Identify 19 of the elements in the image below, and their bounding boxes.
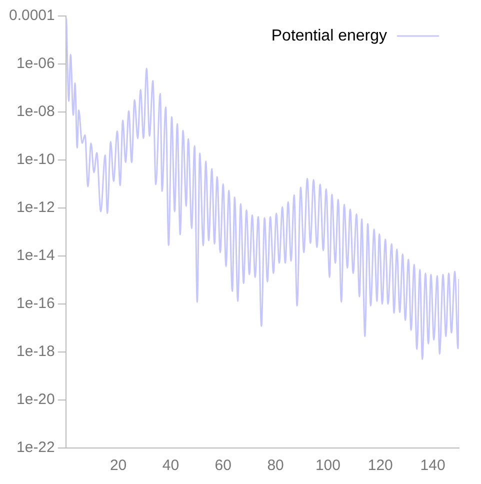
y-tick-label: 1e-14 [16, 247, 55, 264]
legend-label: Potential energy [271, 27, 388, 44]
y-tick-label: 1e-12 [16, 199, 55, 216]
y-tick-label: 1e-20 [16, 391, 55, 408]
y-tick-label: 1e-10 [16, 151, 55, 168]
y-tick-label: 1e-22 [16, 439, 55, 456]
x-tick-label: 40 [162, 457, 180, 474]
x-tick-label: 120 [368, 457, 393, 474]
y-tick-label: 1e-16 [16, 295, 55, 312]
x-tick-label: 20 [110, 457, 127, 474]
y-tick-label: 0.0001 [8, 7, 55, 24]
y-tick-label: 1e-06 [16, 55, 55, 72]
x-tick-label: 100 [315, 457, 340, 474]
x-tick-label: 80 [267, 457, 284, 474]
x-tick-label: 140 [420, 457, 446, 474]
x-tick-label: 60 [214, 457, 232, 474]
line-series [66, 18, 459, 360]
y-tick-label: 1e-08 [16, 103, 55, 120]
y-tick-label: 1e-18 [16, 343, 55, 360]
